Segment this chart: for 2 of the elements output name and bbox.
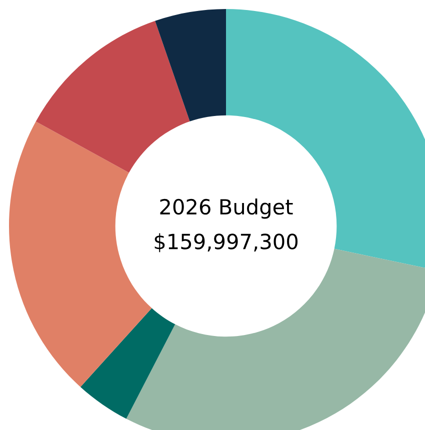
text: $159,997,300 xyxy=(154,233,298,252)
text: 2026 Budget xyxy=(160,198,293,219)
